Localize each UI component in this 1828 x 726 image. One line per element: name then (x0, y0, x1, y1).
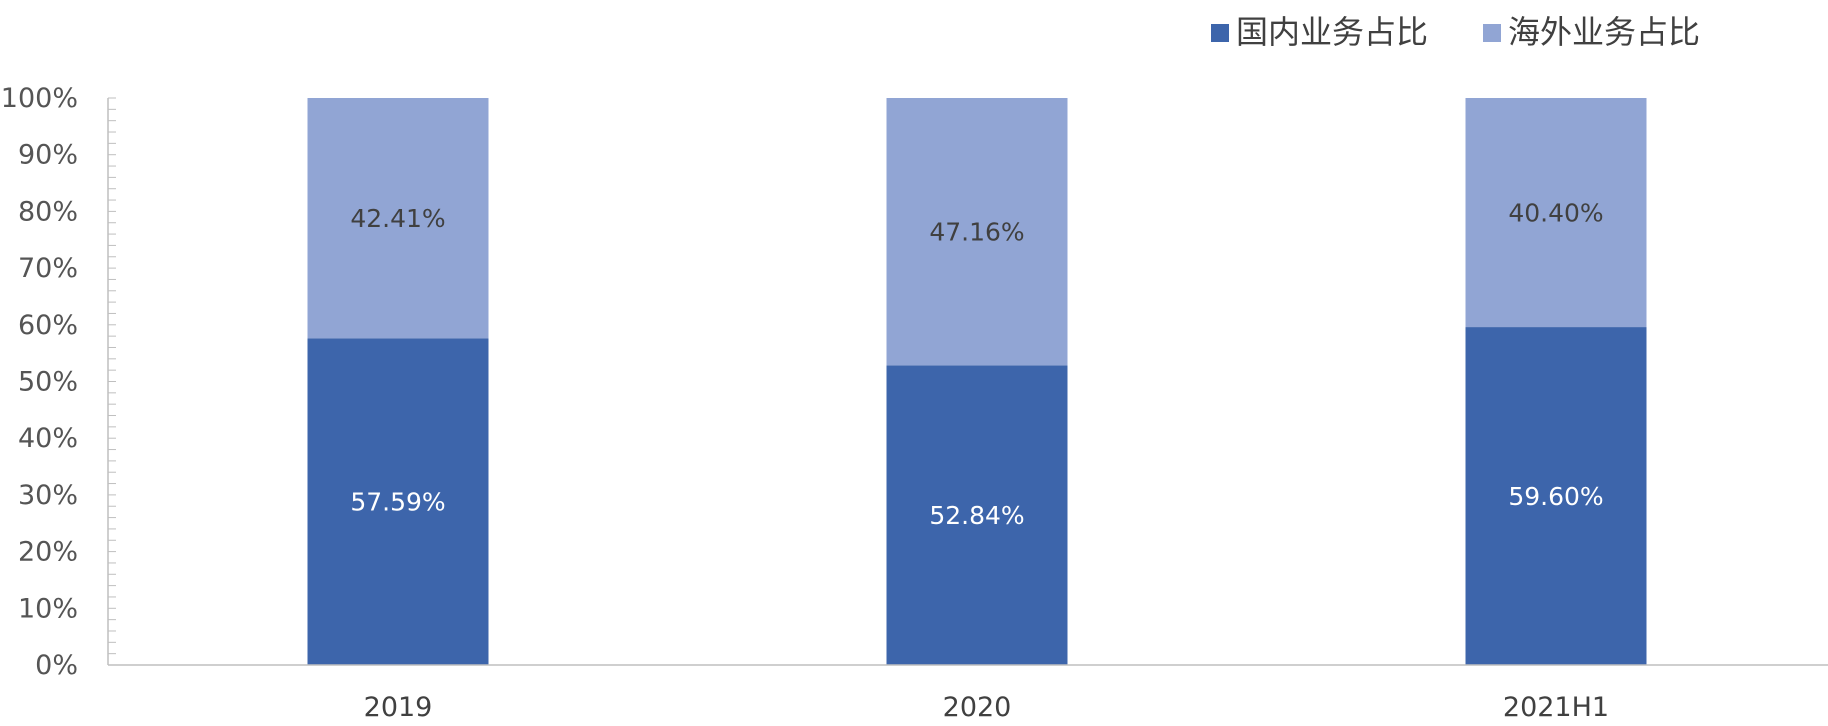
data-label-domestic-2020: 52.84% (929, 501, 1024, 530)
y-tick-label: 20% (18, 537, 78, 568)
legend-label-domestic: 国内业务占比 (1236, 13, 1428, 51)
data-label-domestic-2021H1: 59.60% (1508, 482, 1603, 511)
x-category-label: 2021H1 (1503, 692, 1609, 723)
y-tick-label: 80% (18, 196, 78, 227)
data-label-overseas-2019: 42.41% (350, 204, 445, 233)
legend: 国内业务占比 海外业务占比 (1211, 13, 1700, 51)
data-label-overseas-2020: 47.16% (929, 218, 1024, 247)
legend-swatch-domestic (1211, 24, 1229, 42)
legend-swatch-overseas (1483, 24, 1501, 42)
axes (107, 98, 1828, 666)
y-tick-label: 0% (35, 650, 78, 681)
data-labels: 57.59% 42.41% 52.84% 47.16% 59.60% 40.40% (350, 199, 1603, 531)
bar-domestic-2021H1 (1465, 327, 1647, 665)
bar-overseas-2019 (307, 98, 489, 339)
y-axis: 0% 10% 20% 30% 40% 50% 60% 70% 80% 90% 100% (1, 83, 116, 681)
y-tick-label: 10% (18, 593, 78, 624)
legend-label-overseas: 海外业务占比 (1508, 13, 1700, 51)
y-tick-label: 90% (18, 140, 78, 171)
bar-domestic-2019 (307, 338, 489, 665)
y-tick-label: 40% (18, 423, 78, 454)
x-category-label: 2019 (364, 692, 433, 723)
bars (307, 98, 1647, 665)
y-tick-label: 100% (1, 83, 78, 114)
bar-domestic-2020 (886, 365, 1068, 665)
y-tick-label: 60% (18, 310, 78, 341)
bar-overseas-2021H1 (1465, 98, 1647, 328)
x-category-label: 2020 (943, 692, 1012, 723)
y-tick-label: 30% (18, 480, 78, 511)
x-axis-labels: 2019 2020 2021H1 (364, 692, 1609, 723)
y-tick-label: 50% (18, 367, 78, 398)
bar-overseas-2020 (886, 98, 1068, 366)
y-tick-label: 70% (18, 253, 78, 284)
data-label-overseas-2021H1: 40.40% (1508, 199, 1603, 228)
data-label-domestic-2019: 57.59% (350, 488, 445, 517)
